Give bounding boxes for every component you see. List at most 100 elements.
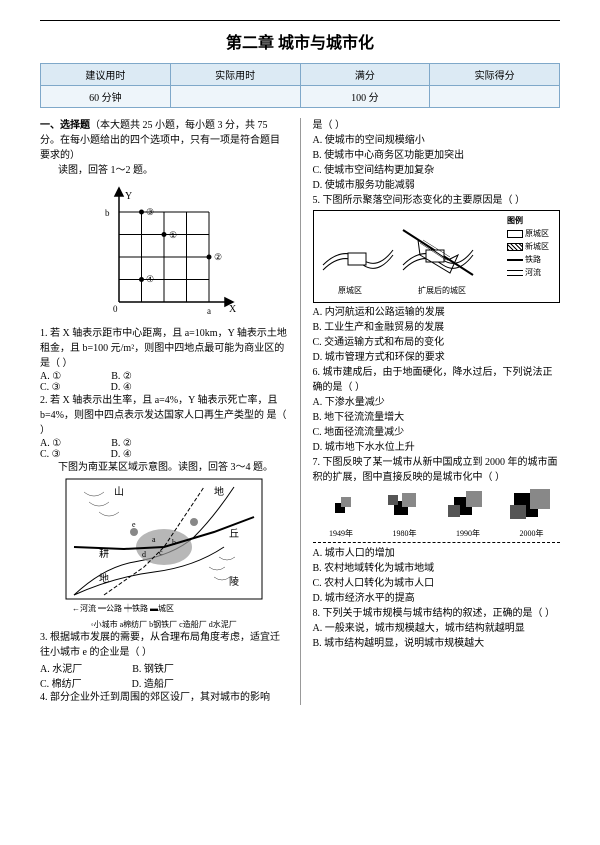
x-axis-label: X <box>229 304 237 315</box>
q6-opt-b: B. 地下径流流量增大 <box>313 410 561 425</box>
th-suggested: 建议用时 <box>41 64 171 86</box>
q1-options-2: C. ③ D. ④ <box>40 382 288 393</box>
q5-opt-c: C. 交通运输方式和布局的变化 <box>313 335 561 350</box>
swatch-river-icon <box>507 270 523 276</box>
table-row: 60 分钟 100 分 <box>41 86 560 108</box>
q5-cap-right: 扩展后的城区 <box>418 285 466 295</box>
y-axis-label: Y <box>125 191 132 202</box>
q1-opt-a: A. ① <box>40 371 61 382</box>
svg-text:山: 山 <box>114 486 124 498</box>
q3-opt-c: C. 棉纺厂 <box>40 675 82 690</box>
legend-title: 图例 <box>507 215 555 226</box>
two-column-body: 一、选择题（本大题共 25 小题，每小题 3 分，共 75 分。在每小题给出的四… <box>40 118 560 705</box>
swatch-old-icon <box>507 230 523 238</box>
q2-opt-d: D. ④ <box>111 449 132 460</box>
figure-q7-urban-growth: 1949年 1980年 1990年 2000年 <box>313 487 561 539</box>
legend-new: 新城区 <box>525 241 549 252</box>
figure-south-asia-map: 山地 耕丘 地陵 ac bd e ←河流 ━公路 ┿铁路 ▬城区 <box>64 477 264 617</box>
q3-options: A. 水泥厂 B. 钢铁厂 <box>40 660 288 675</box>
q4-opt-d: D. 使城市服务功能减弱 <box>313 178 561 193</box>
q2-options-2: C. ③ D. ④ <box>40 449 288 460</box>
q7-opt-d: D. 城市经济水平的提高 <box>313 591 561 606</box>
origin-label: 0 <box>113 304 118 314</box>
q5-opt-b: B. 工业生产和金融贸易的发展 <box>313 320 561 335</box>
svg-text:地: 地 <box>99 572 109 585</box>
figure-q5-settlement: 原城区 扩展后的城区 图例 原城区 新城区 铁路 河流 <box>313 210 561 303</box>
th-actual-score: 实际得分 <box>430 64 560 86</box>
svg-text:②: ② <box>214 252 222 262</box>
q8-text: 8. 下列关于城市规模与城市结构的叙述，正确的是（ ） <box>313 606 561 621</box>
q7-year-3: 1990年 <box>440 528 497 539</box>
section-1-heading: 一、选择题（本大题共 25 小题，每小题 3 分，共 75 分。在每小题给出的四… <box>40 118 288 163</box>
svg-text:地: 地 <box>214 485 224 498</box>
q2-text: 2. 若 X 轴表示出生率，且 a=4%，Y 轴表示死亡率，且 b=4%，则图中… <box>40 393 288 438</box>
q4-opt-a: A. 使城市的空间规模缩小 <box>313 133 561 148</box>
q5-text: 5. 下图所示聚落空间形态变化的主要原因是（ ） <box>313 193 561 208</box>
q3-opt-b: B. 钢铁厂 <box>132 660 174 675</box>
left-column: 一、选择题（本大题共 25 小题，每小题 3 分，共 75 分。在每小题给出的四… <box>40 118 288 705</box>
ytick-b: b <box>105 208 110 218</box>
q1-opt-c: C. ③ <box>40 382 61 393</box>
legend-old: 原城区 <box>525 228 549 239</box>
q2-opt-c: C. ③ <box>40 449 61 460</box>
q6-opt-c: C. 地面径流流量减少 <box>313 425 561 440</box>
svg-text:④: ④ <box>146 274 154 284</box>
svg-text:e: e <box>132 520 136 529</box>
q6-opt-d: D. 城市地下水水位上升 <box>313 440 561 455</box>
q7-year-2: 1980年 <box>376 528 433 539</box>
q2-opt-a: A. ① <box>40 438 61 449</box>
map-caption: ◦小城市 a棉纺厂 b钢铁厂 c造船厂 d水泥厂 <box>40 619 288 630</box>
section-1-title: 一、选择题 <box>40 120 90 131</box>
q5-legend: 图例 原城区 新城区 铁路 河流 <box>507 215 555 280</box>
q4-opt-b: B. 使城市中心商务区功能更加突出 <box>313 148 561 163</box>
q3-opt-a: A. 水泥厂 <box>40 660 82 675</box>
q3-options-2: C. 棉纺厂 D. 造船厂 <box>40 675 288 690</box>
th-full: 满分 <box>300 64 430 86</box>
legend-river: 河流 <box>525 267 541 278</box>
td-suggested: 60 分钟 <box>41 86 171 108</box>
q6-opt-a: A. 下渗水量减少 <box>313 395 561 410</box>
td-full: 100 分 <box>300 86 430 108</box>
q5-opt-a: A. 内河航运和公路运输的发展 <box>313 305 561 320</box>
q8-opt-b: B. 城市结构越明显，说明城市规模越大 <box>313 636 561 651</box>
q3-opt-d: D. 造船厂 <box>132 675 174 690</box>
q4-text: 4. 部分企业外迁到周围的郊区设厂，其对城市的影响 <box>40 690 288 705</box>
q7-year-4: 2000年 <box>503 528 560 539</box>
q7-text: 7. 下图反映了某一城市从新中国成立到 2000 年的城市面积的扩展，图中直接反… <box>313 455 561 485</box>
td-actual-time <box>170 86 300 108</box>
svg-text:b: b <box>172 538 176 547</box>
q2-opt-b: B. ② <box>111 438 132 449</box>
svg-text:③: ③ <box>146 207 154 217</box>
svg-text:①: ① <box>169 230 177 240</box>
q4-cont: 是（ ） <box>313 118 561 133</box>
right-column: 是（ ） A. 使城市的空间规模缩小 B. 使城市中心商务区功能更加突出 C. … <box>313 118 561 705</box>
map-legend-line: ←河流 ━公路 ┿铁路 ▬城区 <box>72 603 174 613</box>
dashed-rule <box>313 542 561 543</box>
column-divider <box>300 118 301 705</box>
th-actual-time: 实际用时 <box>170 64 300 86</box>
q5-opt-d: D. 城市管理方式和环保的要求 <box>313 350 561 365</box>
q4-opt-c: C. 使城市空间结构更加复杂 <box>313 163 561 178</box>
q7-opt-a: A. 城市人口的增加 <box>313 546 561 561</box>
q7-opt-b: B. 农村地域转化为城市地域 <box>313 561 561 576</box>
top-rule <box>40 20 560 21</box>
q5-cap-left: 原城区 <box>338 286 362 295</box>
read-fig-1-2: 读图，回答 1～2 题。 <box>40 163 288 178</box>
q1-text: 1. 若 X 轴表示距市中心距离，且 a=10km，Y 轴表示土地租金，且 b=… <box>40 326 288 371</box>
legend-rail: 铁路 <box>525 254 541 265</box>
q2-options: A. ① B. ② <box>40 438 288 449</box>
read-fig-3-4: 下图为南亚某区域示意图。读图，回答 3～4 题。 <box>40 460 288 475</box>
q6-text: 6. 城市建成后，由于地面硬化，降水过后，下列说法正确的是（ ） <box>313 365 561 395</box>
table-row: 建议用时 实际用时 满分 实际得分 <box>41 64 560 86</box>
td-actual-score <box>430 86 560 108</box>
q7-opt-c: C. 农村人口转化为城市人口 <box>313 576 561 591</box>
figure-xy-grid: b a 0 Y X ① ② ③ ④ <box>89 182 239 322</box>
xtick-a: a <box>207 306 211 316</box>
q8-opt-a: A. 一般来说，城市规模越大，城市结构就越明显 <box>313 621 561 636</box>
swatch-new-icon <box>507 243 523 251</box>
svg-text:陵: 陵 <box>229 576 239 588</box>
q1-options: A. ① B. ② <box>40 371 288 382</box>
info-table: 建议用时 实际用时 满分 实际得分 60 分钟 100 分 <box>40 63 560 108</box>
svg-text:a: a <box>152 535 156 544</box>
svg-text:丘: 丘 <box>229 528 239 540</box>
